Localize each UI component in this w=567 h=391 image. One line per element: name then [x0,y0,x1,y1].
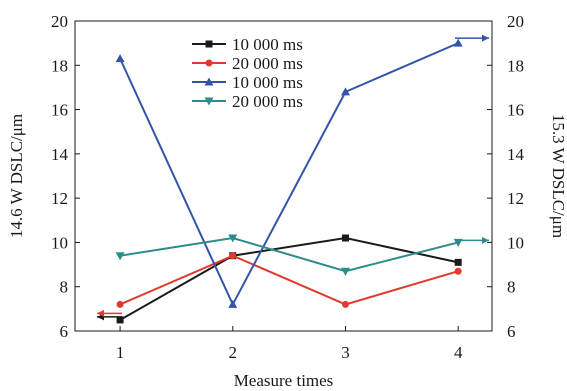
y-right-tick-label: 8 [507,278,516,297]
series-line [119,236,459,273]
data-point-square [454,258,462,266]
axis-indicator-arrow [455,34,489,42]
data-point-triangle-down [115,252,125,261]
y-right-tick-label: 16 [507,101,524,120]
legend-label: 10 000 ms [232,35,303,54]
data-point-triangle-up [228,299,238,308]
y-left-tick-label: 10 [51,233,68,252]
axis-indicator-arrow [97,309,122,317]
x-tick-label: 3 [341,343,350,362]
y-left-tick-label: 20 [51,12,68,31]
y-right-tick-label: 10 [507,233,524,252]
legend-item: 10 000 ms [192,73,303,92]
y-right-tick-label: 6 [507,322,516,341]
series-2 [116,252,462,308]
series-line [119,42,459,307]
x-tick-label: 2 [229,343,238,362]
data-point-circle [205,59,213,67]
plot-frame [74,20,493,332]
y-left-tick-label: 8 [60,278,69,297]
x-tick-label: 4 [454,343,463,362]
legend-item: 10 000 ms [192,35,303,54]
data-point-triangle-down [228,234,238,243]
y-right-tick-label: 14 [507,145,525,164]
legend-item: 20 000 ms [192,92,303,111]
x-axis-title: Measure times [234,371,334,390]
series-3 [115,38,463,308]
y-left-tick-label: 14 [51,145,69,164]
y-right-tick-label: 12 [507,189,524,208]
data-point-square [116,316,124,324]
legend-item: 20 000 ms [192,54,303,73]
y-right-tick-label: 20 [507,12,524,31]
y-axis-right-title: 15.3 W DSLC/μm [549,114,567,238]
data-point-circle [454,267,462,275]
data-point-circle [116,300,124,308]
series-line [119,236,459,321]
legend-label: 20 000 ms [232,92,303,111]
y-left-tick-label: 6 [60,322,69,341]
data-point-triangle-up [115,54,125,63]
series-line [119,254,459,306]
data-point-triangle-up [340,87,350,96]
series-4 [115,234,463,276]
y-left-tick-label: 16 [51,101,68,120]
data-point-triangle-up [204,77,214,86]
axis-indicator-arrow [455,236,489,244]
legend-label: 10 000 ms [232,73,303,92]
data-point-triangle-down [340,267,350,276]
data-point-triangle-up [453,38,463,47]
y-left-tick-label: 18 [51,56,68,75]
legend-label: 20 000 ms [232,54,303,73]
data-point-triangle-down [204,97,214,106]
data-point-circle [341,300,349,308]
data-point-square [341,234,349,242]
data-point-square [205,40,213,48]
y-right-tick-label: 18 [507,56,524,75]
x-tick-label: 1 [116,343,125,362]
y-axis-left-title: 14.6 W DSLC/μm [7,114,26,238]
data-point-circle [229,252,237,260]
y-left-tick-label: 12 [51,189,68,208]
